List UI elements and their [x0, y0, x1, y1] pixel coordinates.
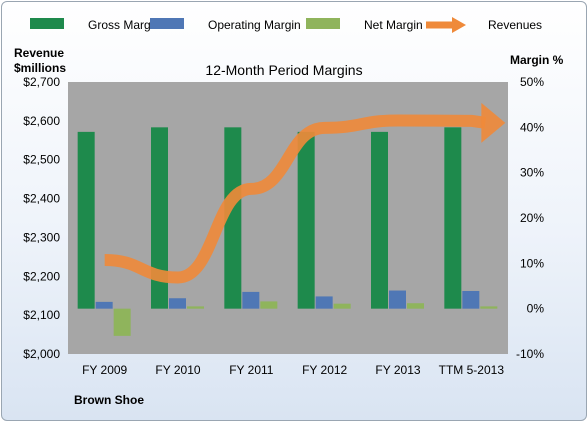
legend-swatch [30, 18, 64, 29]
company-name: Brown Shoe [74, 393, 144, 407]
bar-marks [77, 127, 498, 336]
right-tick-label: 20% [520, 211, 544, 225]
legend-label: Revenues [488, 18, 542, 32]
plot-area [68, 82, 508, 354]
bar-net-margin [407, 303, 424, 309]
right-tick-label: 40% [520, 120, 544, 134]
bar-net-margin [187, 306, 204, 309]
legend: Gross Margin Operating Margin Net Margin Re… [30, 17, 542, 33]
x-tick-label: FY 2013 [375, 363, 420, 377]
revenue-line [104, 102, 506, 284]
bar-gross-margin [297, 131, 315, 309]
legend-swatch [150, 18, 184, 29]
bar-operating-margin [95, 301, 113, 309]
left-tick-label: $2,500 [23, 153, 60, 167]
bar-operating-margin [462, 290, 480, 309]
left-axis-label-line1: Revenue [14, 46, 64, 60]
x-tick-label: FY 2009 [82, 363, 127, 377]
right-tick-label: 30% [520, 166, 544, 180]
bar-gross-margin [77, 131, 95, 309]
revenues-arrowhead [481, 102, 506, 143]
left-tick-label: $2,700 [23, 75, 60, 89]
left-axis-label-line2: $millions [14, 61, 66, 75]
bar-operating-margin [242, 291, 260, 309]
right-tick-label: 10% [520, 256, 544, 270]
bar-gross-margin [444, 127, 462, 309]
bar-operating-margin [315, 296, 333, 309]
bar-net-margin [480, 306, 498, 309]
right-tick-label: 50% [520, 75, 544, 89]
legend-label: Gross Margin [88, 18, 160, 32]
bar-gross-margin [151, 127, 168, 309]
x-tick-label: FY 2011 [229, 363, 274, 377]
x-tick-label: TTM 5-2013 [439, 363, 505, 377]
bar-operating-margin [169, 298, 186, 309]
right-tick-label: 0% [527, 302, 545, 316]
x-tick-label: FY 2010 [155, 363, 200, 377]
legend-label: Net Margin [364, 18, 423, 32]
chart-title: 12-Month Period Margins [205, 62, 362, 78]
legend-swatch-arrow [452, 17, 466, 33]
revenues-line-path [104, 114, 487, 284]
bar-net-margin [333, 303, 351, 309]
x-tick-label: FY 2012 [302, 363, 347, 377]
bar-net-margin [113, 308, 131, 336]
right-axis-ticks: -10% 0% 10% 20% 30% 40% 50% [516, 75, 544, 361]
right-axis-label: Margin % [510, 53, 564, 67]
left-tick-label: $2,100 [23, 308, 60, 322]
legend-swatch [306, 18, 340, 29]
left-tick-label: $2,000 [23, 347, 60, 361]
bar-gross-margin [371, 131, 388, 309]
left-tick-label: $2,400 [23, 192, 60, 206]
bar-net-margin [260, 301, 278, 309]
left-tick-label: $2,300 [23, 230, 60, 244]
left-tick-label: $2,200 [23, 269, 60, 283]
legend-label: Operating Margin [208, 18, 301, 32]
left-tick-label: $2,600 [23, 114, 60, 128]
bar-operating-margin [389, 290, 406, 309]
bar-gross-margin [224, 127, 242, 309]
left-axis-ticks: $2,000 $2,100 $2,200 $2,300 $2,400 $2,500 $2,6… [23, 75, 60, 361]
right-tick-label: -10% [516, 347, 544, 361]
x-axis-ticks: FY 2009 FY 2010 FY 2011 FY 2012 FY 2013 TTM 5… [82, 363, 504, 377]
